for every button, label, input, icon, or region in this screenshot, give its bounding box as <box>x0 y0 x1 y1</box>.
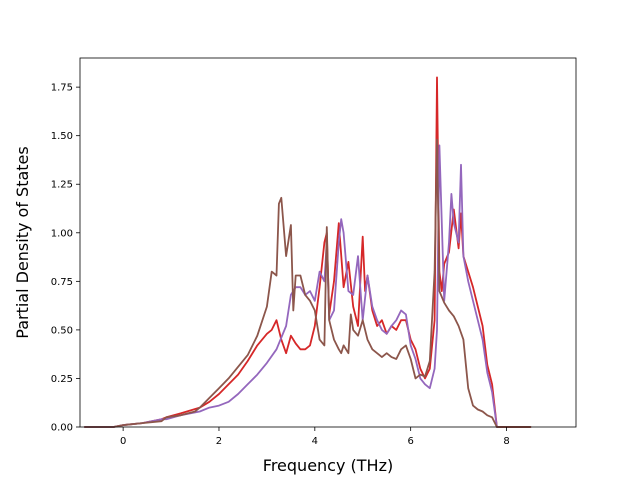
y-tick-label: 0.75 <box>51 277 73 288</box>
x-tick-label: 8 <box>503 436 509 447</box>
y-tick-label: 0.50 <box>51 325 73 336</box>
y-tick-label: 1.75 <box>51 83 73 94</box>
y-tick-label: 0.00 <box>51 423 73 434</box>
x-tick-label: 2 <box>216 436 222 447</box>
series-line-1 <box>83 76 532 428</box>
x-tick-label: 0 <box>120 436 126 447</box>
x-tick-label: 6 <box>407 436 413 447</box>
y-tick-label: 1.50 <box>51 131 73 142</box>
tick-layer: 0 2 4 6 8 0.00 0.25 0.50 0.75 1.00 1.25 1.50 1.75 <box>51 83 510 447</box>
y-axis-label: Partial Density of States <box>13 146 32 338</box>
x-tick-label: 4 <box>312 436 318 447</box>
y-tick-label: 0.25 <box>51 374 73 385</box>
series-layer <box>83 76 532 428</box>
axes-frame <box>79 57 577 428</box>
series-line-3 <box>83 138 532 428</box>
series-line-2 <box>83 144 498 428</box>
y-tick-label: 1.00 <box>51 228 73 239</box>
y-tick-label: 1.25 <box>51 180 73 191</box>
x-axis-label: Frequency (THz) <box>263 456 393 475</box>
